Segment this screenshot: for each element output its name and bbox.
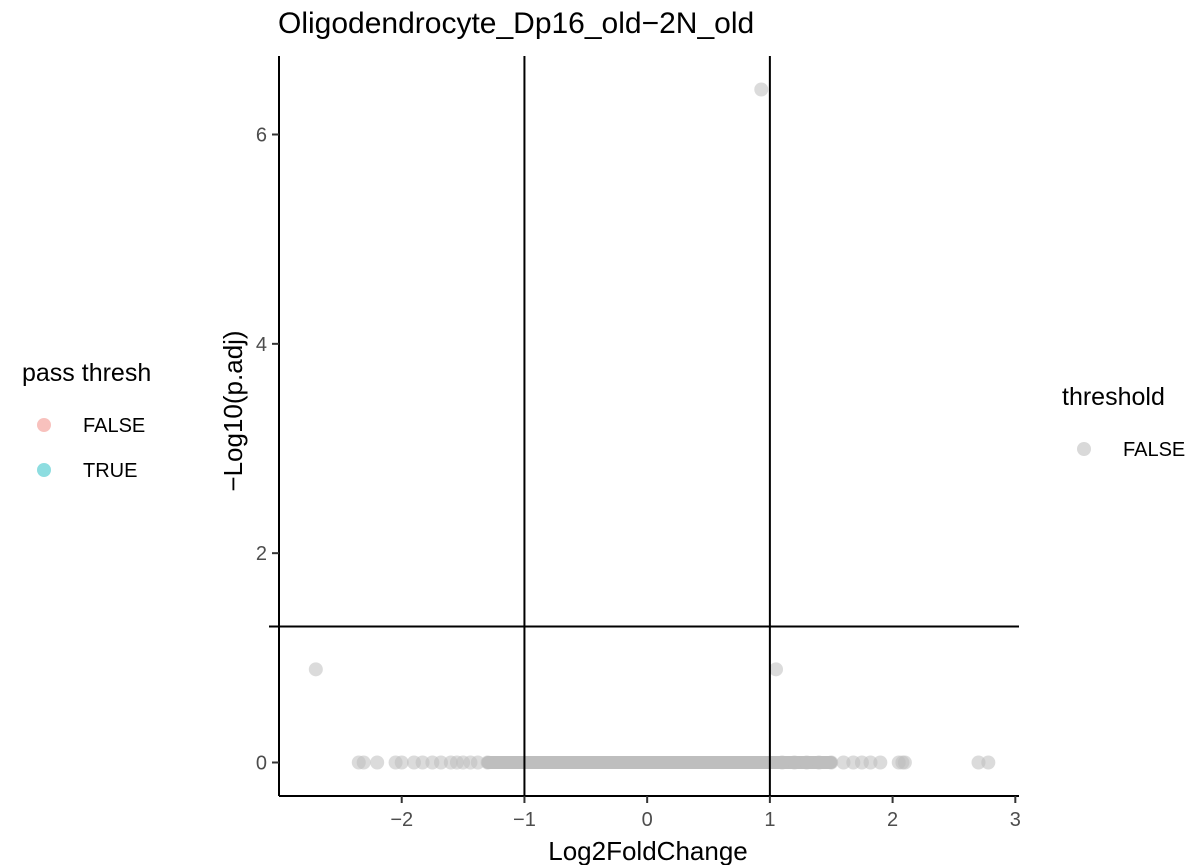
data-point — [470, 755, 485, 770]
data-point — [787, 755, 802, 770]
legend-key — [37, 463, 51, 477]
x-tick-label: 2 — [887, 809, 898, 831]
x-tick-label: 1 — [764, 809, 775, 831]
data-point — [433, 755, 448, 770]
data-point — [836, 755, 851, 770]
legend-title: pass thresh — [22, 359, 151, 387]
data-point — [394, 755, 409, 770]
legend-label: FALSE — [1123, 439, 1185, 461]
data-point — [308, 662, 323, 677]
legend-label: TRUE — [83, 460, 137, 482]
data-point — [370, 755, 385, 770]
legend-threshold: threshold FALSE — [1062, 383, 1185, 461]
data-point — [799, 755, 814, 770]
legend-key — [37, 418, 51, 432]
data-point — [863, 755, 878, 770]
y-axis-title: −Log10(p.adj) — [218, 330, 248, 491]
data-point — [824, 755, 839, 770]
data-point — [415, 755, 430, 770]
y-tick-label: 2 — [256, 543, 267, 565]
legend-key — [1077, 442, 1091, 456]
data-point — [897, 755, 912, 770]
y-tick-label: 4 — [256, 334, 267, 356]
data-point — [769, 662, 784, 677]
reference-lines — [269, 56, 1019, 796]
x-tick-label: −1 — [513, 809, 536, 831]
data-points — [308, 82, 996, 770]
data-point — [754, 82, 769, 97]
data-point — [480, 755, 495, 770]
legend-label: FALSE — [83, 415, 145, 437]
legend-title: threshold — [1062, 383, 1165, 411]
dense-point-band — [481, 756, 838, 770]
data-point — [981, 755, 996, 770]
chart-title: Oligodendrocyte_Dp16_old−2N_old — [278, 7, 754, 40]
x-tick-label: 0 — [642, 809, 653, 831]
y-tick-label: 0 — [256, 753, 267, 775]
data-point — [775, 755, 790, 770]
data-point — [811, 755, 826, 770]
x-tick-label: 3 — [1010, 809, 1021, 831]
legend-pass-thresh: pass thresh FALSE TRUE — [22, 359, 151, 482]
data-point — [873, 755, 888, 770]
axes: −2 −1 0 1 2 3 0 2 4 6 — [256, 56, 1021, 831]
data-point — [971, 755, 986, 770]
data-point — [356, 755, 371, 770]
x-axis-title: Log2FoldChange — [548, 836, 748, 865]
x-tick-label: −2 — [390, 809, 413, 831]
y-tick-label: 6 — [256, 125, 267, 147]
